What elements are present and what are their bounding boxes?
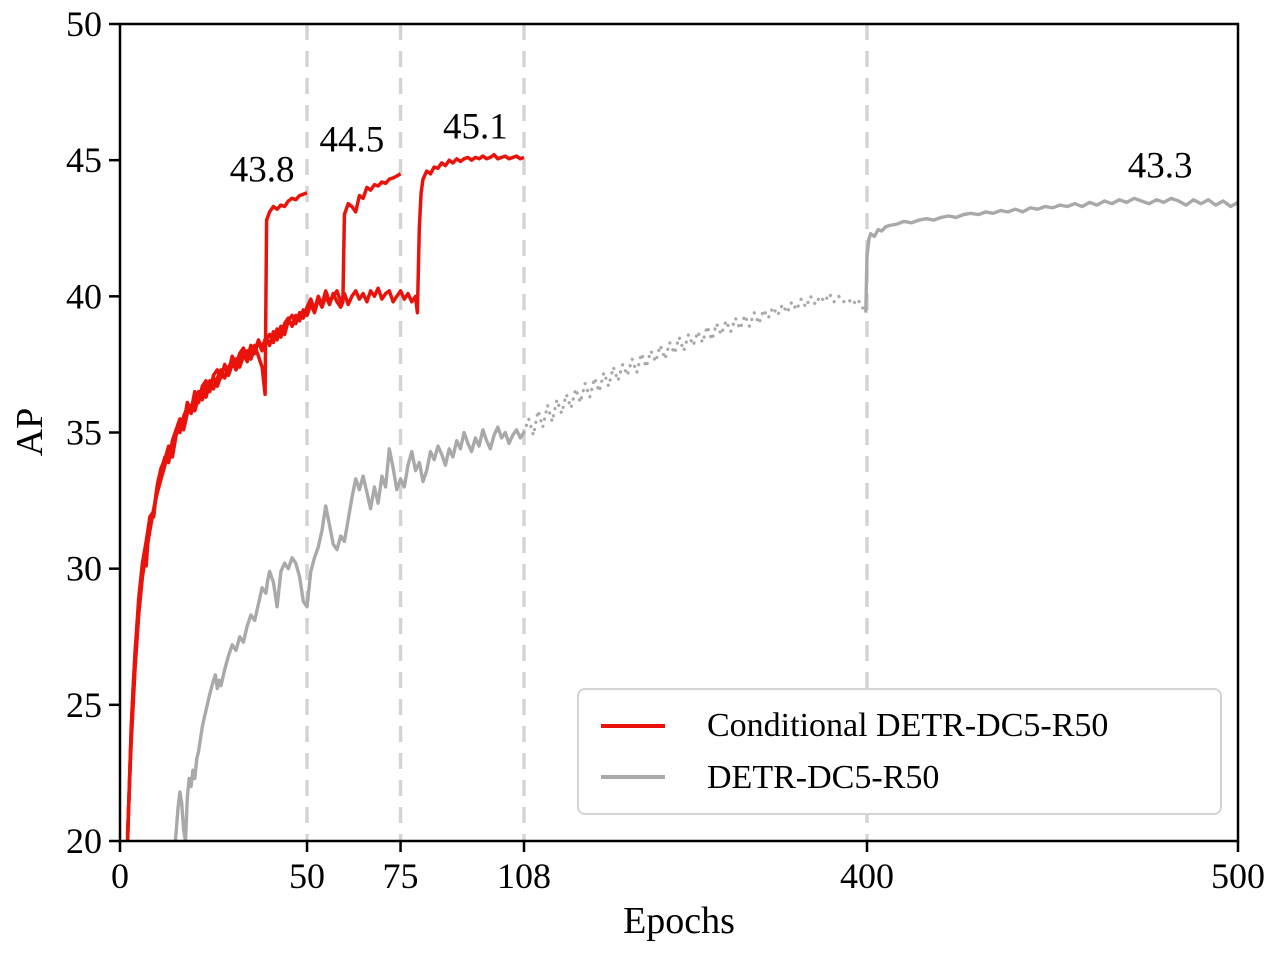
x-tick-label-0: 0 [111, 856, 129, 896]
series-detr-dc5-r50-epochs-108-400-line [522, 292, 868, 437]
legend-item-conditional-detr: Conditional DETR-DC5-R50 [579, 708, 1220, 744]
y-tick-label-25: 25 [66, 685, 102, 725]
series-detr-dc5-r50-epochs-400-500-line [864, 196, 1238, 313]
legend-line-gray-icon [601, 775, 665, 780]
x-tick-label-75: 75 [383, 856, 419, 896]
y-tick-label-40: 40 [66, 276, 102, 316]
x-tick-label-400: 400 [840, 856, 894, 896]
series-detr-dc5-r50-epochs-0-108-line [173, 425, 526, 841]
legend: Conditional DETR-DC5-R50 DETR-DC5-R50 [577, 688, 1222, 815]
x-tick-label-108: 108 [497, 856, 551, 896]
series-conditional-detr-dc5-r50-75ep-line [125, 172, 402, 836]
legend-label-detr: DETR-DC5-R50 [707, 758, 940, 796]
y-tick-label-20: 20 [66, 821, 102, 861]
x-tick-label-50: 50 [289, 856, 325, 896]
y-tick-label-30: 30 [66, 549, 102, 589]
y-tick-label-35: 35 [66, 413, 102, 453]
y-tick-label-45: 45 [66, 140, 102, 180]
series-conditional-detr-dc5-r50-50ep-line [125, 191, 308, 841]
legend-item-detr: DETR-DC5-R50 [579, 758, 1220, 796]
annotation-43-3: 43.3 [1127, 145, 1193, 187]
annotation-44-5: 44.5 [319, 119, 385, 161]
y-axis-title: AP [9, 407, 51, 457]
x-tick-label-500: 500 [1211, 856, 1265, 896]
annotation-43-8: 43.8 [229, 149, 295, 191]
annotation-45-1: 45.1 [442, 106, 508, 148]
y-tick-label-50: 50 [66, 4, 102, 44]
series-conditional-detr-dc5-r50-108ep-line [125, 152, 525, 841]
x-axis-title: Epochs [623, 900, 735, 942]
legend-label-conditional-detr: Conditional DETR-DC5-R50 [707, 706, 1109, 744]
legend-line-red-icon [601, 723, 665, 728]
